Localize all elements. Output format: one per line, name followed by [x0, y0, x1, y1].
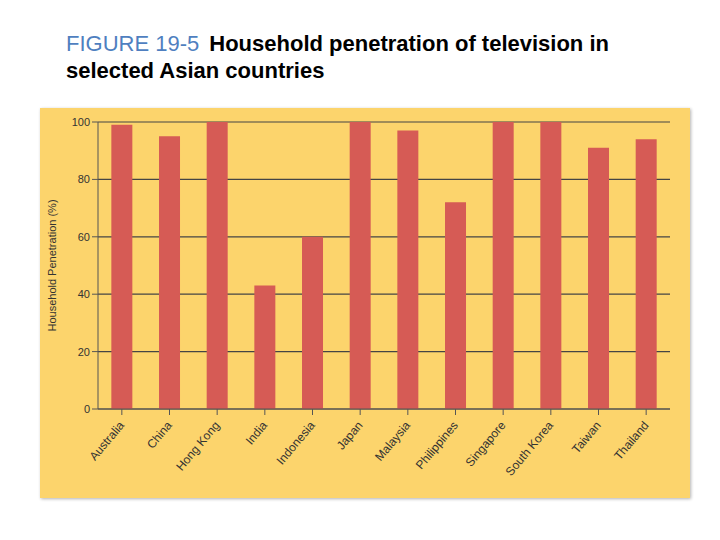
svg-text:India: India [243, 418, 271, 447]
svg-text:Household Penetration (%): Household Penetration (%) [46, 199, 58, 331]
svg-text:Australia: Australia [86, 418, 127, 463]
svg-text:Hong Kong: Hong Kong [173, 419, 222, 474]
svg-text:Thailand: Thailand [611, 419, 651, 463]
svg-text:South Korea: South Korea [503, 418, 557, 478]
svg-text:Indonesia: Indonesia [274, 418, 318, 467]
svg-text:Philippines: Philippines [413, 419, 461, 472]
svg-text:20: 20 [78, 346, 90, 358]
svg-text:40: 40 [78, 288, 90, 300]
svg-text:80: 80 [78, 173, 90, 185]
svg-text:Singapore: Singapore [463, 418, 509, 469]
svg-text:Taiwan: Taiwan [569, 419, 604, 457]
svg-text:China: China [144, 418, 175, 451]
svg-text:60: 60 [78, 231, 90, 243]
html-text:Household penetration of telev: Household penetration of television in s… [66, 31, 609, 83]
svg-text:100: 100 [72, 116, 90, 128]
svg-text:0: 0 [84, 403, 90, 415]
svg-text:Japan: Japan [334, 419, 366, 453]
svg-text:Malaysia: Malaysia [372, 418, 413, 464]
html-text:FIGURE 19-5: FIGURE 19-5 [66, 31, 200, 56]
